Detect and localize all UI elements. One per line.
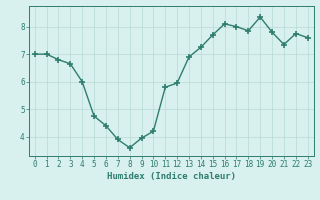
- X-axis label: Humidex (Indice chaleur): Humidex (Indice chaleur): [107, 172, 236, 181]
